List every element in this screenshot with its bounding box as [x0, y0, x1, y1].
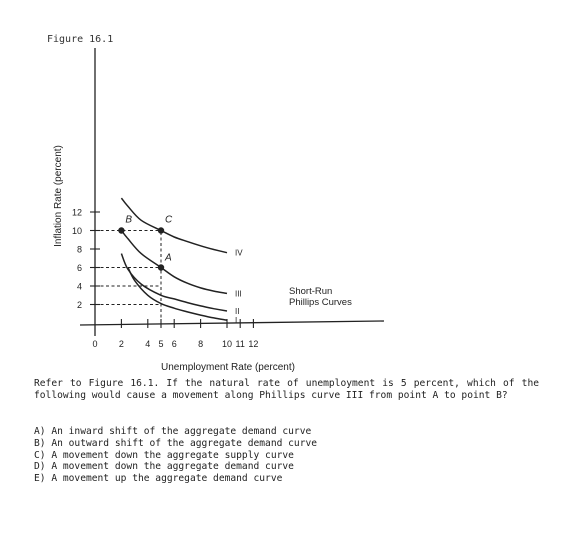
point-label: B [125, 215, 132, 226]
x-tick-label: 2 [119, 339, 124, 349]
x-tick-label: 12 [248, 339, 258, 349]
points: A B C [118, 215, 173, 271]
x-axis [79, 320, 385, 326]
curve-label: IV [235, 249, 243, 258]
question-text: Refer to Figure 16.1. If the natural rat… [34, 378, 539, 401]
x-tick-label: 10 [222, 339, 232, 349]
answer-option: B) An outward shift of the aggregate dem… [34, 437, 318, 449]
answer-option: C) A movement down the aggregate supply … [34, 449, 294, 461]
answer-option: D) A movement down the aggregate demand … [34, 461, 294, 473]
answer-option: E) A movement up the aggregate demand cu… [34, 473, 283, 485]
y-tick-label: 12 [72, 208, 82, 218]
point-b [118, 227, 125, 234]
x-tick-label: 4 [145, 339, 150, 349]
figure-label: Figure 16.1 [47, 34, 114, 45]
curve-label: III [235, 289, 242, 298]
reference-lines [95, 230, 162, 323]
curve-label: II [235, 307, 239, 316]
point-label: C [165, 215, 173, 226]
y-tick-label: 8 [77, 245, 82, 255]
x-tick-label: 6 [172, 339, 177, 349]
y-tick-label: 6 [77, 263, 82, 273]
y-tick-label: 4 [77, 282, 82, 292]
x-tick-label: 0 [92, 339, 97, 349]
chart-axes [79, 48, 385, 336]
point-a [157, 264, 165, 271]
x-tick-label: 8 [198, 339, 203, 349]
point-label: A [164, 253, 172, 264]
curve-ii [120, 253, 228, 312]
curve-i [127, 267, 228, 321]
answer-option: A) An inward shift of the aggregate dema… [34, 426, 312, 437]
x-axis-label: Unemployment Rate (percent) [161, 362, 295, 372]
point-c [157, 227, 165, 234]
y-axis-label: Inflation Rate (percent) [53, 145, 64, 247]
y-tick-label: 10 [72, 226, 82, 236]
x-tick-label: 11 [236, 339, 245, 349]
curve-iii [120, 230, 228, 295]
curve-iv [120, 197, 228, 254]
curve-label: I [235, 316, 237, 325]
annotation-label: Short-Run Phillips Curves [289, 286, 352, 308]
x-tick-label: 5 [158, 339, 163, 349]
y-tick-label: 2 [77, 300, 82, 310]
